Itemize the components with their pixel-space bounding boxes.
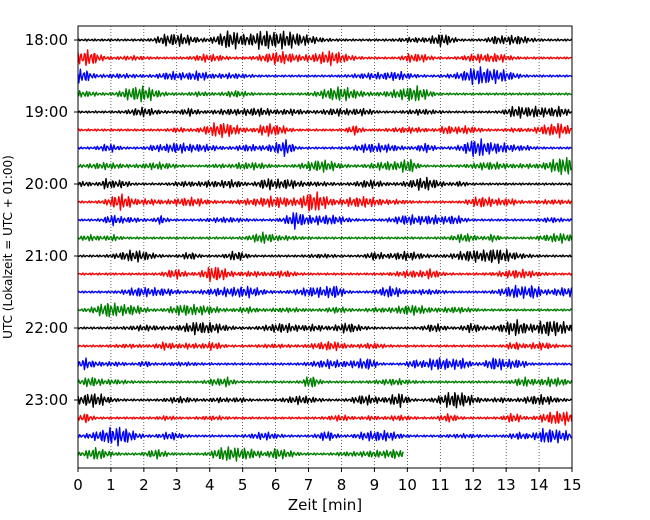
- trace-2130: [77, 284, 573, 299]
- traces: [77, 30, 573, 462]
- plot-area: [78, 26, 572, 468]
- trace-2045: [77, 231, 573, 245]
- y-tick-label: 18:00: [25, 31, 68, 49]
- x-tick-label: 3: [172, 476, 182, 494]
- trace-2230: [77, 357, 573, 371]
- x-axis-ticks: 0 1 2 3 4 5 6 7 8 9 10 11 12 13 14 15: [73, 468, 582, 494]
- trace-2345: [77, 446, 404, 462]
- x-tick-label: 4: [205, 476, 215, 494]
- x-tick-label: 5: [238, 476, 248, 494]
- trace-1930: [77, 138, 572, 158]
- y-tick-label: 19:00: [25, 103, 68, 121]
- trace-1815: [77, 49, 572, 67]
- trace-2030: [77, 212, 573, 230]
- x-tick-label: 10: [398, 476, 417, 494]
- trace-2245: [77, 376, 573, 388]
- y-tick-label: 23:00: [25, 391, 68, 409]
- x-tick-label: 9: [370, 476, 380, 494]
- plot-frame: [77, 25, 573, 469]
- x-tick-label: 15: [562, 476, 581, 494]
- x-tick-label: 7: [304, 476, 314, 494]
- trace-1800: [77, 30, 573, 50]
- trace-1945: [77, 156, 573, 176]
- x-tick-label: 14: [530, 476, 549, 494]
- y-tick-label: 22:00: [25, 319, 68, 337]
- x-tick-label: 11: [431, 476, 450, 494]
- x-tick-label: 6: [271, 476, 281, 494]
- trace-1915: [77, 122, 572, 139]
- trace-2330: [77, 426, 573, 447]
- y-axis-label: UTC (Lokalzeit = UTC + 01:00): [1, 155, 15, 339]
- x-tick-label: 12: [464, 476, 483, 494]
- x-tick-label: 0: [73, 476, 83, 494]
- y-axis-ticks: 18:00 19:00 20:00 21:00 22:00 23:00: [25, 31, 78, 409]
- trace-1900: [77, 105, 573, 119]
- trace-2200: [77, 319, 573, 337]
- trace-2115: [77, 266, 573, 283]
- trace-2215: [77, 340, 572, 352]
- trace-2000: [77, 176, 573, 191]
- y-tick-label: 20:00: [25, 175, 68, 193]
- trace-2145: [77, 302, 573, 318]
- trace-2300: [77, 391, 572, 409]
- x-tick-label: 13: [497, 476, 516, 494]
- trace-1830: [77, 66, 573, 86]
- trace-2015: [77, 191, 573, 212]
- y-tick-label: 21:00: [25, 247, 68, 265]
- trace-1845: [77, 85, 572, 103]
- x-tick-label: 1: [106, 476, 116, 494]
- x-tick-label: 8: [337, 476, 347, 494]
- trace-2100: [77, 249, 572, 264]
- x-tick-label: 2: [139, 476, 149, 494]
- trace-2315: [77, 410, 573, 426]
- x-axis-label: Zeit [min]: [288, 496, 362, 514]
